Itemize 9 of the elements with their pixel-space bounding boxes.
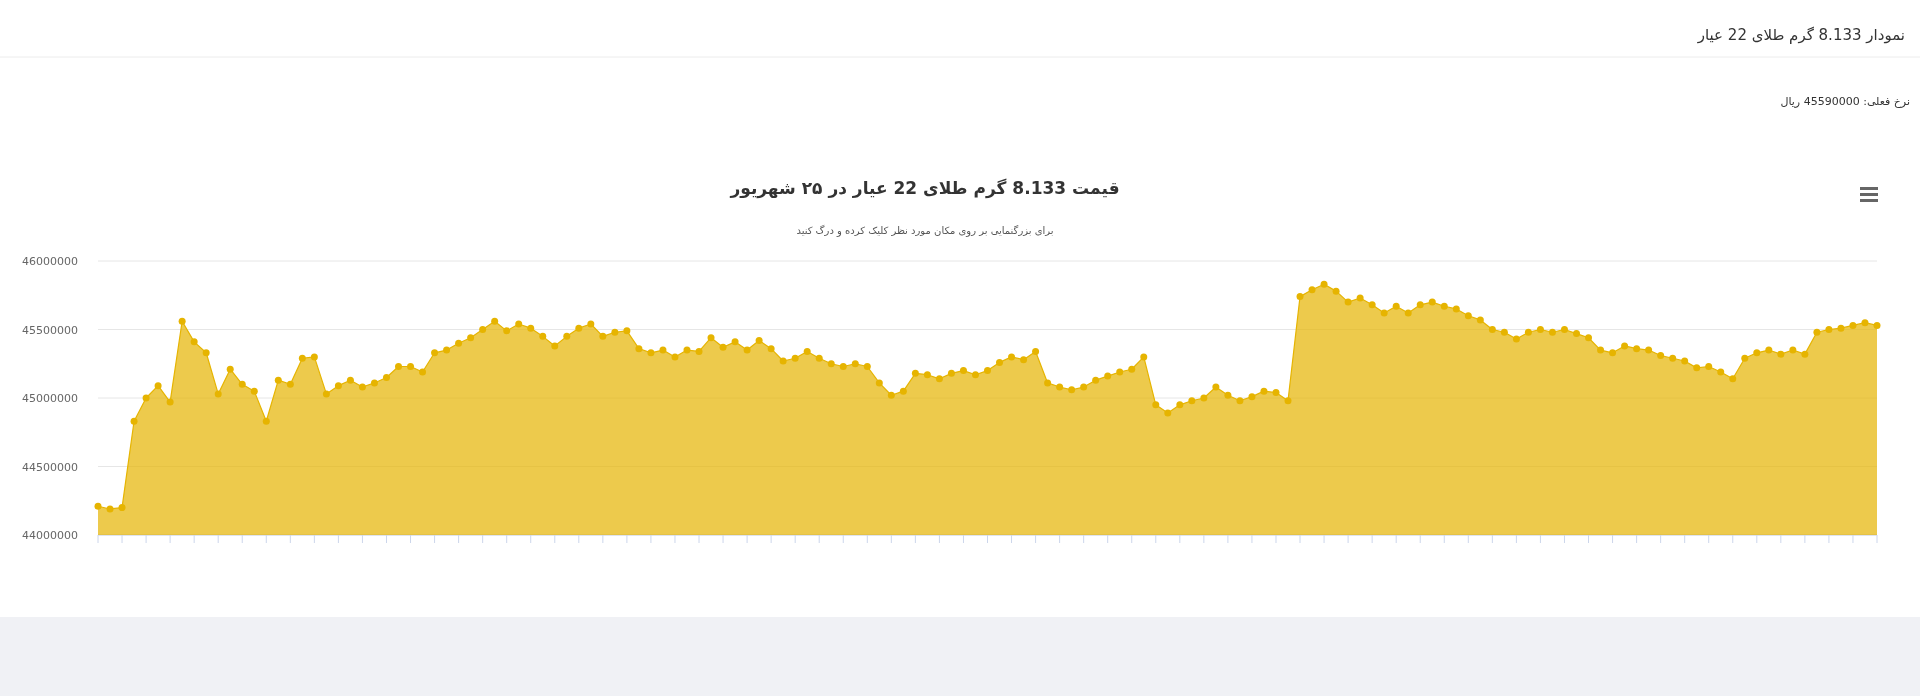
- y-tick-label: 45500000: [22, 323, 78, 337]
- chart-subtitle: برای بزرگنمایی بر روی مکان مورد نظر کلیک کرده و درگ کنید: [796, 224, 1054, 237]
- text: نمودار 8.133 گرم طلای 22 عیار: [1696, 26, 1905, 44]
- y-tick-label: 44500000: [22, 460, 78, 474]
- chart-title: قیمت 8.133 گرم طلای 22 عیار در ۲۵ شهریور: [729, 178, 1120, 199]
- text: نرخ فعلی: 45590000 ریال: [1780, 95, 1910, 108]
- y-tick-label: 45000000: [22, 392, 78, 405]
- y-tick-label: 44000000: [22, 529, 78, 542]
- y-tick-label: 46000000: [22, 255, 78, 268]
